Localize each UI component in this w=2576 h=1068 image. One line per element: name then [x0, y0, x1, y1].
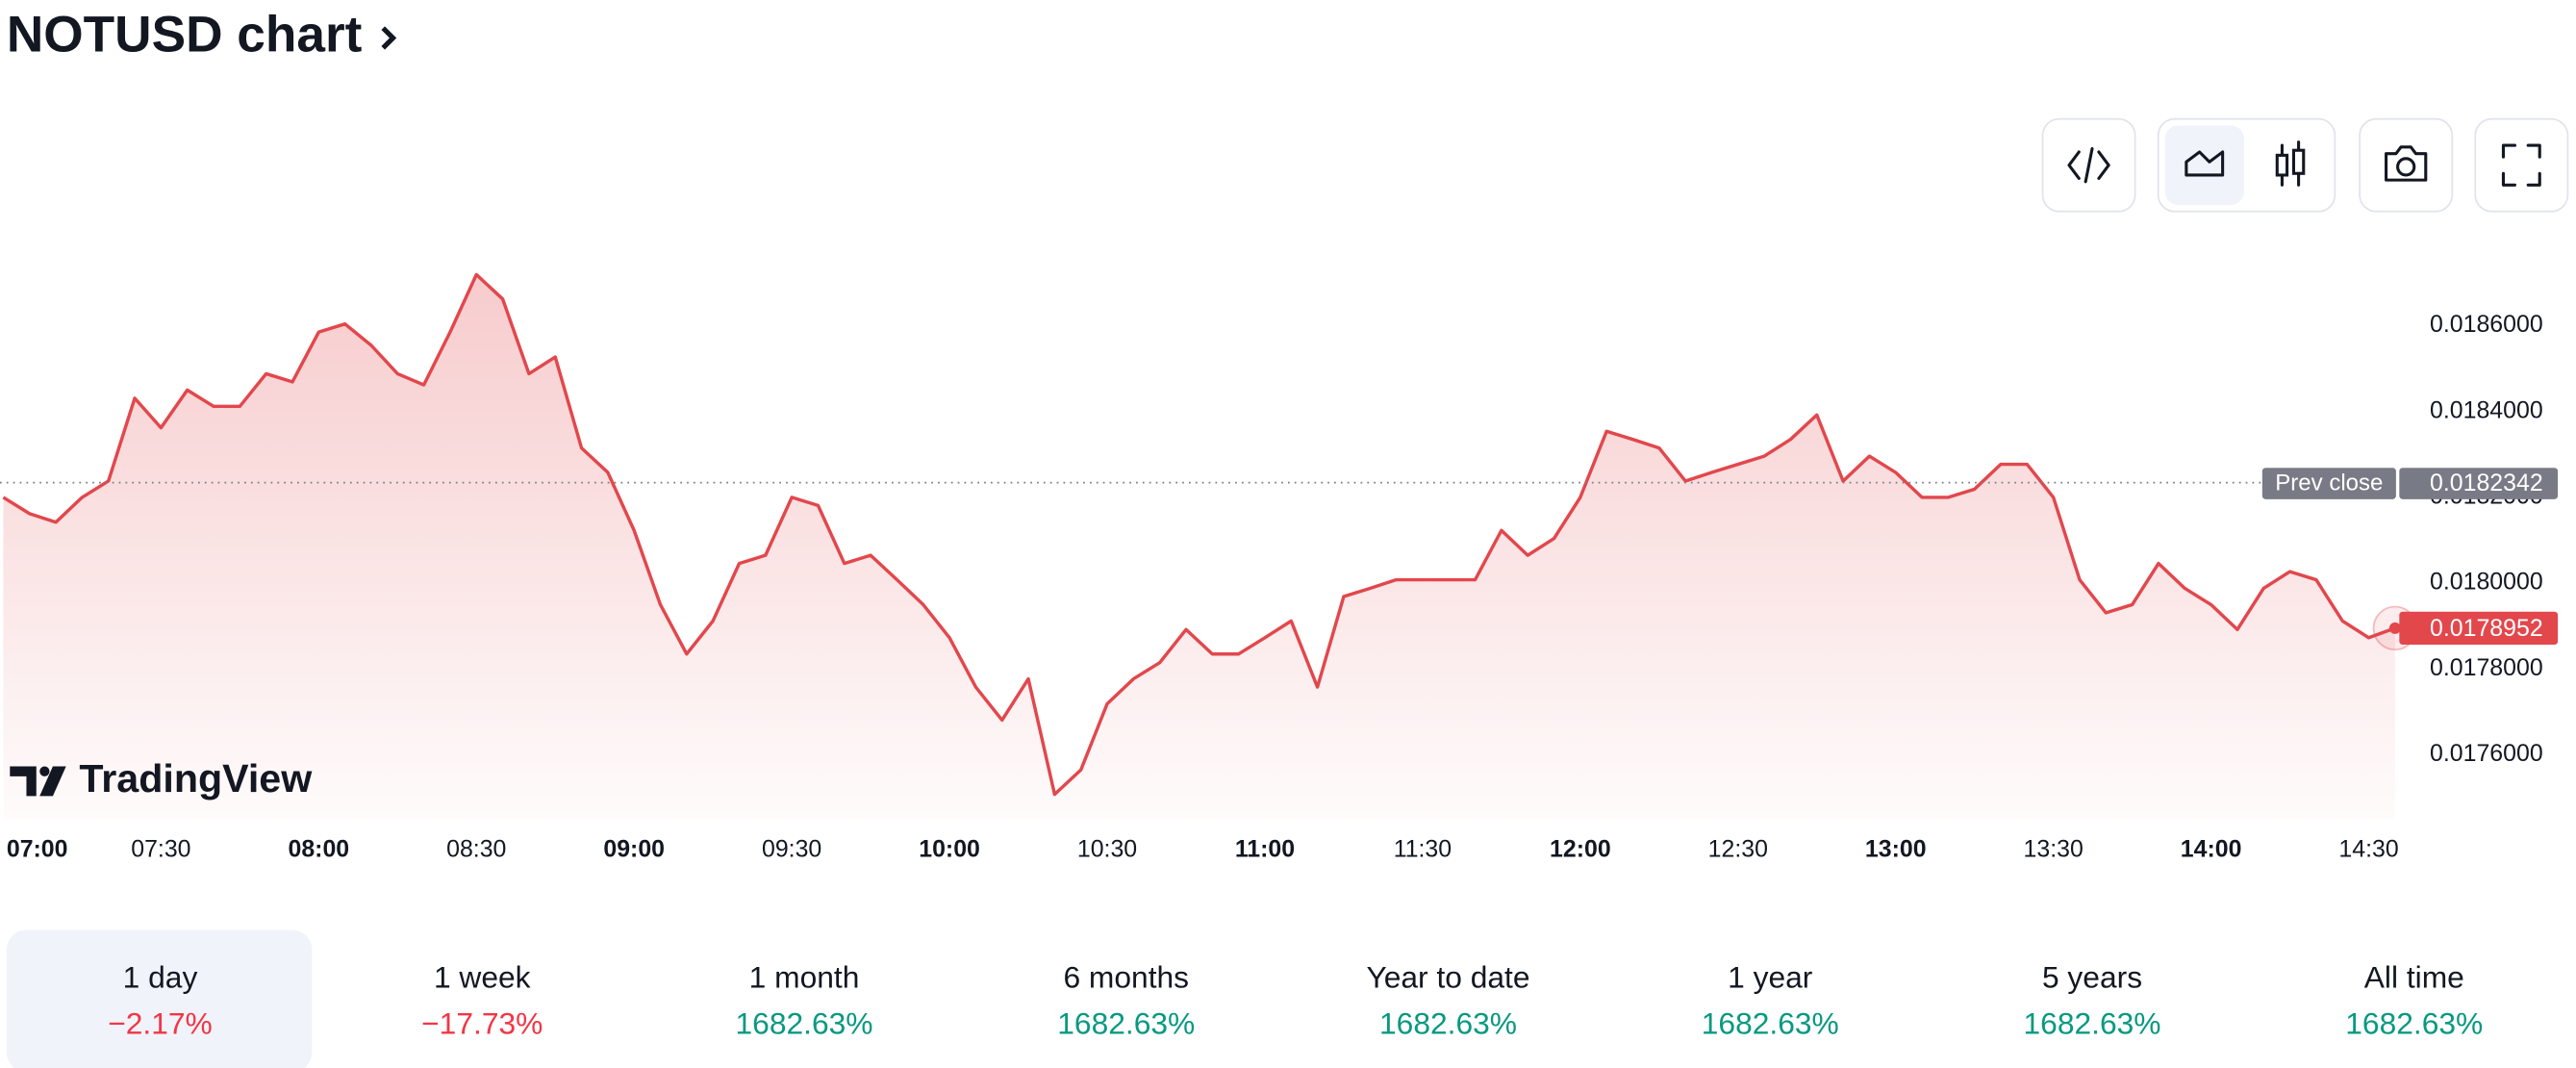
area-icon: [2185, 150, 2225, 177]
reference-value-box: [2399, 468, 2559, 499]
period-change: 1682.63%: [736, 1005, 873, 1040]
period-tab[interactable]: [1618, 929, 1924, 1068]
period-label: 5 years: [2042, 959, 2142, 994]
y-tick-label: 0.0178000: [2430, 654, 2543, 681]
y-tick-label: 0.0176000: [2430, 740, 2543, 767]
reference-value: 0.0182342: [2430, 470, 2543, 496]
period-tab-selected[interactable]: [6, 929, 313, 1068]
period-change: 1682.63%: [1379, 1005, 1517, 1040]
period-change: 1682.63%: [1702, 1005, 1839, 1040]
x-tick-label: 08:30: [446, 836, 506, 863]
toolbar: [2041, 117, 2569, 213]
period-tab[interactable]: [1297, 929, 1603, 1068]
embed-icon: [2067, 146, 2110, 184]
last-value-box: [2399, 611, 2559, 646]
x-tick-label: 12:00: [1550, 836, 1611, 863]
watermark-text: TradingView: [79, 756, 313, 801]
x-tick-label: 13:00: [1865, 836, 1927, 863]
last-point: [2388, 622, 2401, 634]
y-tick-label: 0.0180000: [2430, 569, 2543, 596]
plot-area: 0.01760000.01780000.01800000.01820000.01…: [0, 272, 2559, 863]
x-tick-label: 12:30: [1708, 836, 1768, 863]
page-title[interactable]: NOTUSD chart: [7, 7, 363, 64]
period-tabs: 1 day −2.17% 1 week −17.73% 1 month 1682.63% 6…: [6, 929, 2568, 1068]
period-change: 1682.63%: [2024, 1005, 2161, 1040]
x-tick-label: 07:00: [7, 836, 68, 863]
x-tick-label: 13:30: [2024, 836, 2084, 863]
period-tab[interactable]: [1940, 929, 2246, 1068]
x-tick-label: 14:00: [2181, 836, 2242, 863]
period-tab[interactable]: [974, 929, 1280, 1068]
last-value-label: 0.0178952: [2430, 615, 2543, 642]
x-tick-label: 10:30: [1077, 836, 1137, 863]
x-tick-label: 11:30: [1394, 836, 1452, 863]
area-style-button[interactable]: [2164, 125, 2244, 205]
x-tick-label: 11:00: [1235, 836, 1295, 863]
x-tick-label: 14:30: [2338, 836, 2398, 863]
candle-style-button[interactable]: [2249, 125, 2329, 205]
x-tick-label: 10:00: [919, 836, 980, 863]
watermark-logo: [10, 766, 66, 797]
y-tick-label: 0.0184000: [2430, 396, 2543, 423]
fullscreen-button[interactable]: [2474, 117, 2569, 213]
camera-lens: [2396, 157, 2416, 177]
period-change: −2.17%: [108, 1005, 213, 1040]
snapshot-button[interactable]: [2359, 117, 2454, 213]
period-label: 1 day: [123, 959, 198, 994]
fullscreen-icon: [2501, 143, 2541, 187]
period-change: 1682.63%: [1057, 1005, 1195, 1040]
period-label: 1 week: [434, 959, 531, 994]
line: [2, 272, 2396, 797]
watermark-logo-dot: [39, 766, 50, 776]
period-label: All time: [2364, 959, 2464, 994]
period-change: −17.73%: [421, 1005, 543, 1040]
period-label: Year to date: [1366, 959, 1529, 994]
x-tick-label: 09:30: [762, 836, 821, 863]
period-label: 1 year: [1728, 959, 1813, 994]
period-tab[interactable]: [330, 929, 636, 1068]
period-label: 6 months: [1063, 959, 1189, 994]
camera-icon: [2385, 145, 2428, 182]
period-tab[interactable]: [652, 929, 958, 1068]
area: [3, 274, 2395, 820]
period-label: 1 month: [749, 959, 860, 994]
reference-label: Prev close: [2275, 470, 2383, 496]
title-chevron[interactable]: [381, 26, 397, 50]
y-tick-label: 0.0186000: [2430, 311, 2543, 338]
reference-label-box: [2261, 468, 2396, 499]
candle-body: [2275, 153, 2289, 177]
x-tick-label: 09:00: [603, 836, 665, 863]
period-change: 1682.63%: [2345, 1005, 2483, 1040]
watermark: TradingView: [10, 756, 313, 801]
candle-body: [2291, 148, 2306, 175]
x-tick-label: 08:00: [289, 836, 350, 863]
period-tab[interactable]: [2262, 929, 2568, 1068]
x-tick-label: 07:30: [131, 836, 190, 863]
